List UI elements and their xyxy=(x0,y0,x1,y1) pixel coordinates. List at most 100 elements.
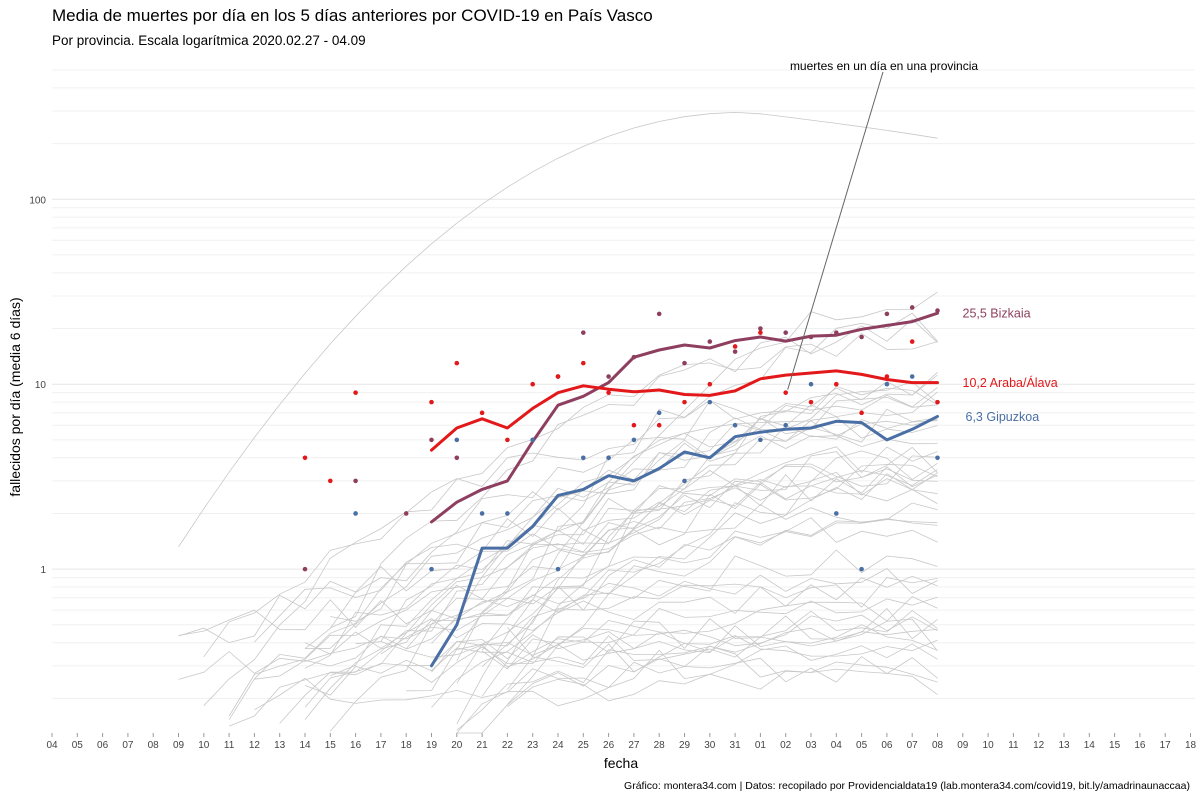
x-tick-label: 10 xyxy=(198,740,210,751)
x-tick-label: 15 xyxy=(1109,740,1121,751)
data-point xyxy=(707,399,713,405)
context-line xyxy=(481,618,938,670)
gridlines xyxy=(52,69,1195,699)
y-tick-label: 100 xyxy=(29,195,46,206)
x-tick-label: 17 xyxy=(1160,740,1172,751)
data-point xyxy=(555,566,561,572)
data-point xyxy=(783,330,788,335)
context-line xyxy=(178,111,938,548)
data-point xyxy=(732,422,738,428)
context-line xyxy=(330,318,938,629)
context-line xyxy=(178,568,938,680)
data-point xyxy=(454,455,460,461)
data-point xyxy=(808,399,814,405)
x-tick-label: 22 xyxy=(502,740,514,751)
context-line xyxy=(304,577,938,655)
x-tick-label: 15 xyxy=(325,740,337,751)
context-line xyxy=(456,627,938,731)
x-tick-label: 02 xyxy=(780,740,792,751)
data-point xyxy=(859,410,864,416)
context-line xyxy=(431,396,938,644)
data-point xyxy=(302,566,308,572)
data-point xyxy=(732,349,738,354)
annotation-text: muertes en un día en una provincia xyxy=(790,59,978,73)
x-tick-label: 01 xyxy=(755,740,767,751)
data-point xyxy=(505,437,510,443)
context-line xyxy=(330,419,938,677)
chart-caption: Gráfico: montera34.com | Datos: recopila… xyxy=(624,780,1190,792)
context-line xyxy=(507,372,938,690)
chart-subtitle: Por provincia. Escala logarítmica 2020.0… xyxy=(52,33,366,48)
y-axis: 1 10 100 xyxy=(29,195,46,576)
x-tick-label: 12 xyxy=(1033,740,1045,751)
x-tick-label: 11 xyxy=(1008,740,1019,751)
y-tick-label: 1 xyxy=(40,565,46,576)
data-point xyxy=(656,422,662,428)
data-point xyxy=(808,381,814,387)
data-point xyxy=(454,360,460,366)
x-tick-label: 18 xyxy=(401,740,413,751)
data-point xyxy=(403,511,409,516)
x-tick-label: 08 xyxy=(148,740,160,751)
x-tick-label: 06 xyxy=(881,740,893,751)
x-tick-label: 05 xyxy=(856,740,868,751)
context-line xyxy=(178,575,938,636)
x-tick-label: 21 xyxy=(477,740,489,751)
series-end-label: 25,5 Bizkaia xyxy=(963,307,1031,321)
context-line xyxy=(380,517,938,655)
data-point xyxy=(834,511,839,516)
x-tick-label: 16 xyxy=(350,740,362,751)
data-point xyxy=(631,437,637,443)
context-line xyxy=(431,472,938,708)
data-point xyxy=(884,311,890,317)
x-tick-label: 19 xyxy=(426,740,438,751)
data-point xyxy=(606,390,611,395)
context-line xyxy=(304,465,938,669)
x-tick-label: 08 xyxy=(932,740,944,751)
x-tick-label: 06 xyxy=(97,740,109,751)
data-point xyxy=(909,374,915,379)
data-point xyxy=(682,399,687,405)
data-point xyxy=(758,437,763,443)
x-tick-label: 17 xyxy=(375,740,387,751)
data-point xyxy=(479,410,485,416)
x-tick-label: 20 xyxy=(451,740,463,751)
data-point xyxy=(328,478,333,484)
x-tick-label: 23 xyxy=(527,740,539,751)
x-tick-label: 26 xyxy=(603,740,615,751)
context-line xyxy=(254,466,938,643)
x-tick-label: 09 xyxy=(173,740,185,751)
data-point xyxy=(884,374,890,379)
context-line xyxy=(431,596,938,673)
context-line xyxy=(304,455,938,720)
context-line xyxy=(507,596,938,669)
context-line xyxy=(203,333,938,706)
y-axis-label: fallecidos por día (media 6 días) xyxy=(7,297,23,496)
series-end-label: 10,2 Araba/Álava xyxy=(963,375,1058,390)
series-layer: 25,5 Bizkaia 10,2 Araba/Álava 6,3 Gipuzkoa xyxy=(302,305,1058,668)
data-point xyxy=(656,410,662,416)
x-tick-label: 14 xyxy=(299,740,311,751)
data-point xyxy=(758,326,763,331)
context-line xyxy=(481,464,938,651)
series-line xyxy=(430,414,939,668)
series-line xyxy=(430,369,939,452)
series-gipuzkoa: 6,3 Gipuzkoa xyxy=(353,374,1039,668)
x-tick-label: 13 xyxy=(274,740,286,751)
x-tick-label: 25 xyxy=(578,740,590,751)
context-line xyxy=(406,450,938,650)
data-point xyxy=(783,390,788,395)
data-point xyxy=(859,566,864,572)
x-tick-label: 07 xyxy=(122,740,134,751)
data-point xyxy=(707,381,713,387)
data-point xyxy=(302,455,308,461)
context-line xyxy=(456,312,938,662)
data-point xyxy=(909,305,915,310)
x-tick-label: 11 xyxy=(224,740,235,751)
data-point xyxy=(606,455,611,461)
data-point xyxy=(581,455,586,461)
data-point xyxy=(429,399,434,405)
data-point xyxy=(530,437,535,443)
x-tick-label: 04 xyxy=(46,740,58,751)
series-line xyxy=(430,311,939,524)
